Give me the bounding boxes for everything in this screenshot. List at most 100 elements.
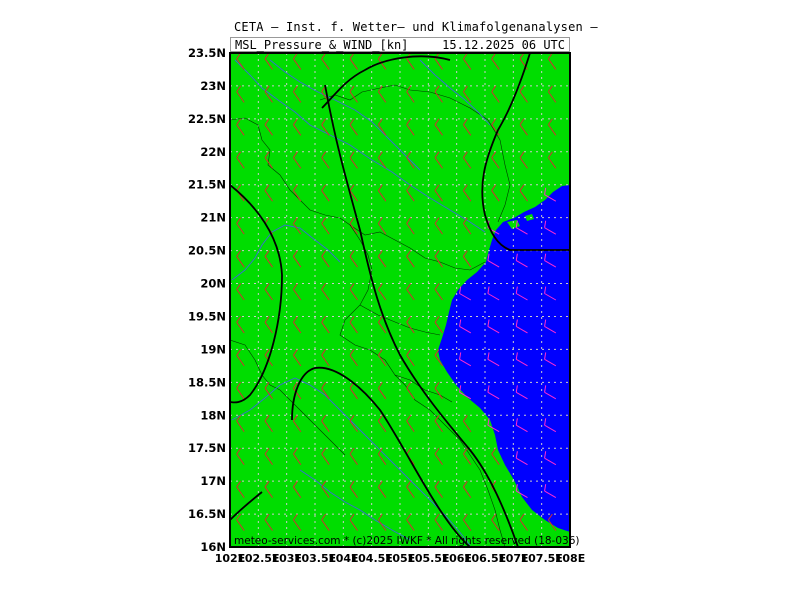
wind-barb (292, 382, 302, 400)
wind-barb (236, 415, 245, 433)
wind-barb (462, 151, 472, 169)
wind-barb (236, 217, 245, 235)
wind-barb (236, 250, 245, 268)
country-borders (230, 84, 511, 547)
wind-barb (406, 415, 415, 433)
wind-barb (459, 385, 472, 400)
wind-barb (377, 316, 387, 334)
wind-barb (377, 349, 387, 367)
wind-barb (491, 513, 500, 531)
wind-barb (491, 85, 500, 103)
wind-barb (264, 250, 273, 268)
wind-barb (434, 283, 443, 301)
wind-barb (519, 184, 528, 202)
wind-barb (487, 319, 500, 334)
lat-tick-label: 17.5N (188, 441, 226, 455)
isobar-line (321, 55, 451, 109)
wind-barb (236, 447, 245, 465)
wind-barb (406, 513, 415, 531)
wind-barb (491, 151, 500, 169)
wind-barb (406, 250, 415, 268)
wind-barb (487, 352, 500, 367)
wind-barb (292, 151, 302, 169)
wind-barb (377, 382, 387, 400)
wind-barb (264, 513, 273, 531)
river-line (231, 377, 471, 546)
wind-barb (264, 151, 273, 169)
wind-barb (515, 451, 528, 466)
lat-tick-label: 23.5N (188, 46, 226, 60)
wind-barb (434, 480, 443, 498)
wind-barb (462, 480, 472, 498)
wind-barb (292, 480, 302, 498)
wind-barb (349, 184, 358, 202)
wind-barb (406, 283, 415, 301)
lon-tick-label: 102.5E (237, 552, 279, 565)
wind-barb (349, 283, 358, 301)
wind-barb (292, 85, 302, 103)
river-line (231, 224, 341, 281)
wind-barb (544, 451, 557, 466)
longitude-labels: 102E102.5E103E103.5E104E104.5E105E105.5E… (215, 552, 585, 565)
wind-barb (406, 382, 415, 400)
wind-barb (515, 220, 528, 235)
wind-barb (462, 513, 472, 531)
wind-barbs (236, 53, 557, 531)
border-line (349, 224, 486, 271)
wind-barb (434, 250, 443, 268)
wind-barb (264, 316, 273, 334)
wind-barb (491, 447, 500, 465)
wind-barb (292, 415, 302, 433)
wind-barb (459, 319, 472, 334)
wind-barb (264, 184, 273, 202)
wind-barb (377, 513, 387, 531)
wind-barb (462, 415, 472, 433)
lon-tick-label: 105E (385, 552, 415, 565)
wind-barb (434, 349, 443, 367)
lat-tick-label: 23N (200, 79, 226, 93)
wind-barb (264, 480, 273, 498)
lat-tick-label: 17N (200, 474, 226, 488)
wind-barb (544, 253, 557, 268)
lon-tick-label: 104E (328, 552, 358, 565)
wind-barb (377, 415, 387, 433)
wind-barb (462, 217, 472, 235)
valid-time: 15.12.2025 06 UTC (442, 38, 565, 52)
wind-barb (547, 85, 557, 103)
lon-tick-label: 108E (555, 552, 585, 565)
wind-barb (487, 253, 500, 268)
wind-barb (544, 319, 557, 334)
wind-barb (349, 118, 358, 136)
wind-barb (236, 513, 245, 531)
wind-barb (377, 217, 387, 235)
lon-tick-label: 106.5E (464, 552, 506, 565)
wind-barb (462, 85, 472, 103)
lat-tick-label: 16.5N (188, 507, 226, 521)
wind-barb (321, 349, 330, 367)
wind-barb (434, 151, 443, 169)
map-title: CETA — Inst. f. Wetter— und Klimafolgena… (234, 20, 598, 34)
wind-barb (544, 418, 557, 433)
wind-barb (321, 447, 330, 465)
lon-tick-label: 104.5E (351, 552, 393, 565)
border-line (394, 374, 453, 403)
wind-barb (377, 447, 387, 465)
wind-barb (515, 352, 528, 367)
wind-barb (491, 184, 500, 202)
wind-barb (515, 319, 528, 334)
wind-barb (321, 250, 330, 268)
wind-barb (434, 447, 443, 465)
wind-barb (462, 250, 472, 268)
wind-barb (349, 447, 358, 465)
wind-barb (519, 85, 528, 103)
wind-barb (349, 217, 358, 235)
wind-barb (406, 118, 415, 136)
lat-tick-label: 21.5N (188, 178, 226, 192)
wind-barb (349, 250, 358, 268)
wind-barb (459, 352, 472, 367)
wind-barb (547, 513, 557, 531)
wind-barb (515, 253, 528, 268)
wind-barb (462, 447, 472, 465)
wind-barb (264, 447, 273, 465)
